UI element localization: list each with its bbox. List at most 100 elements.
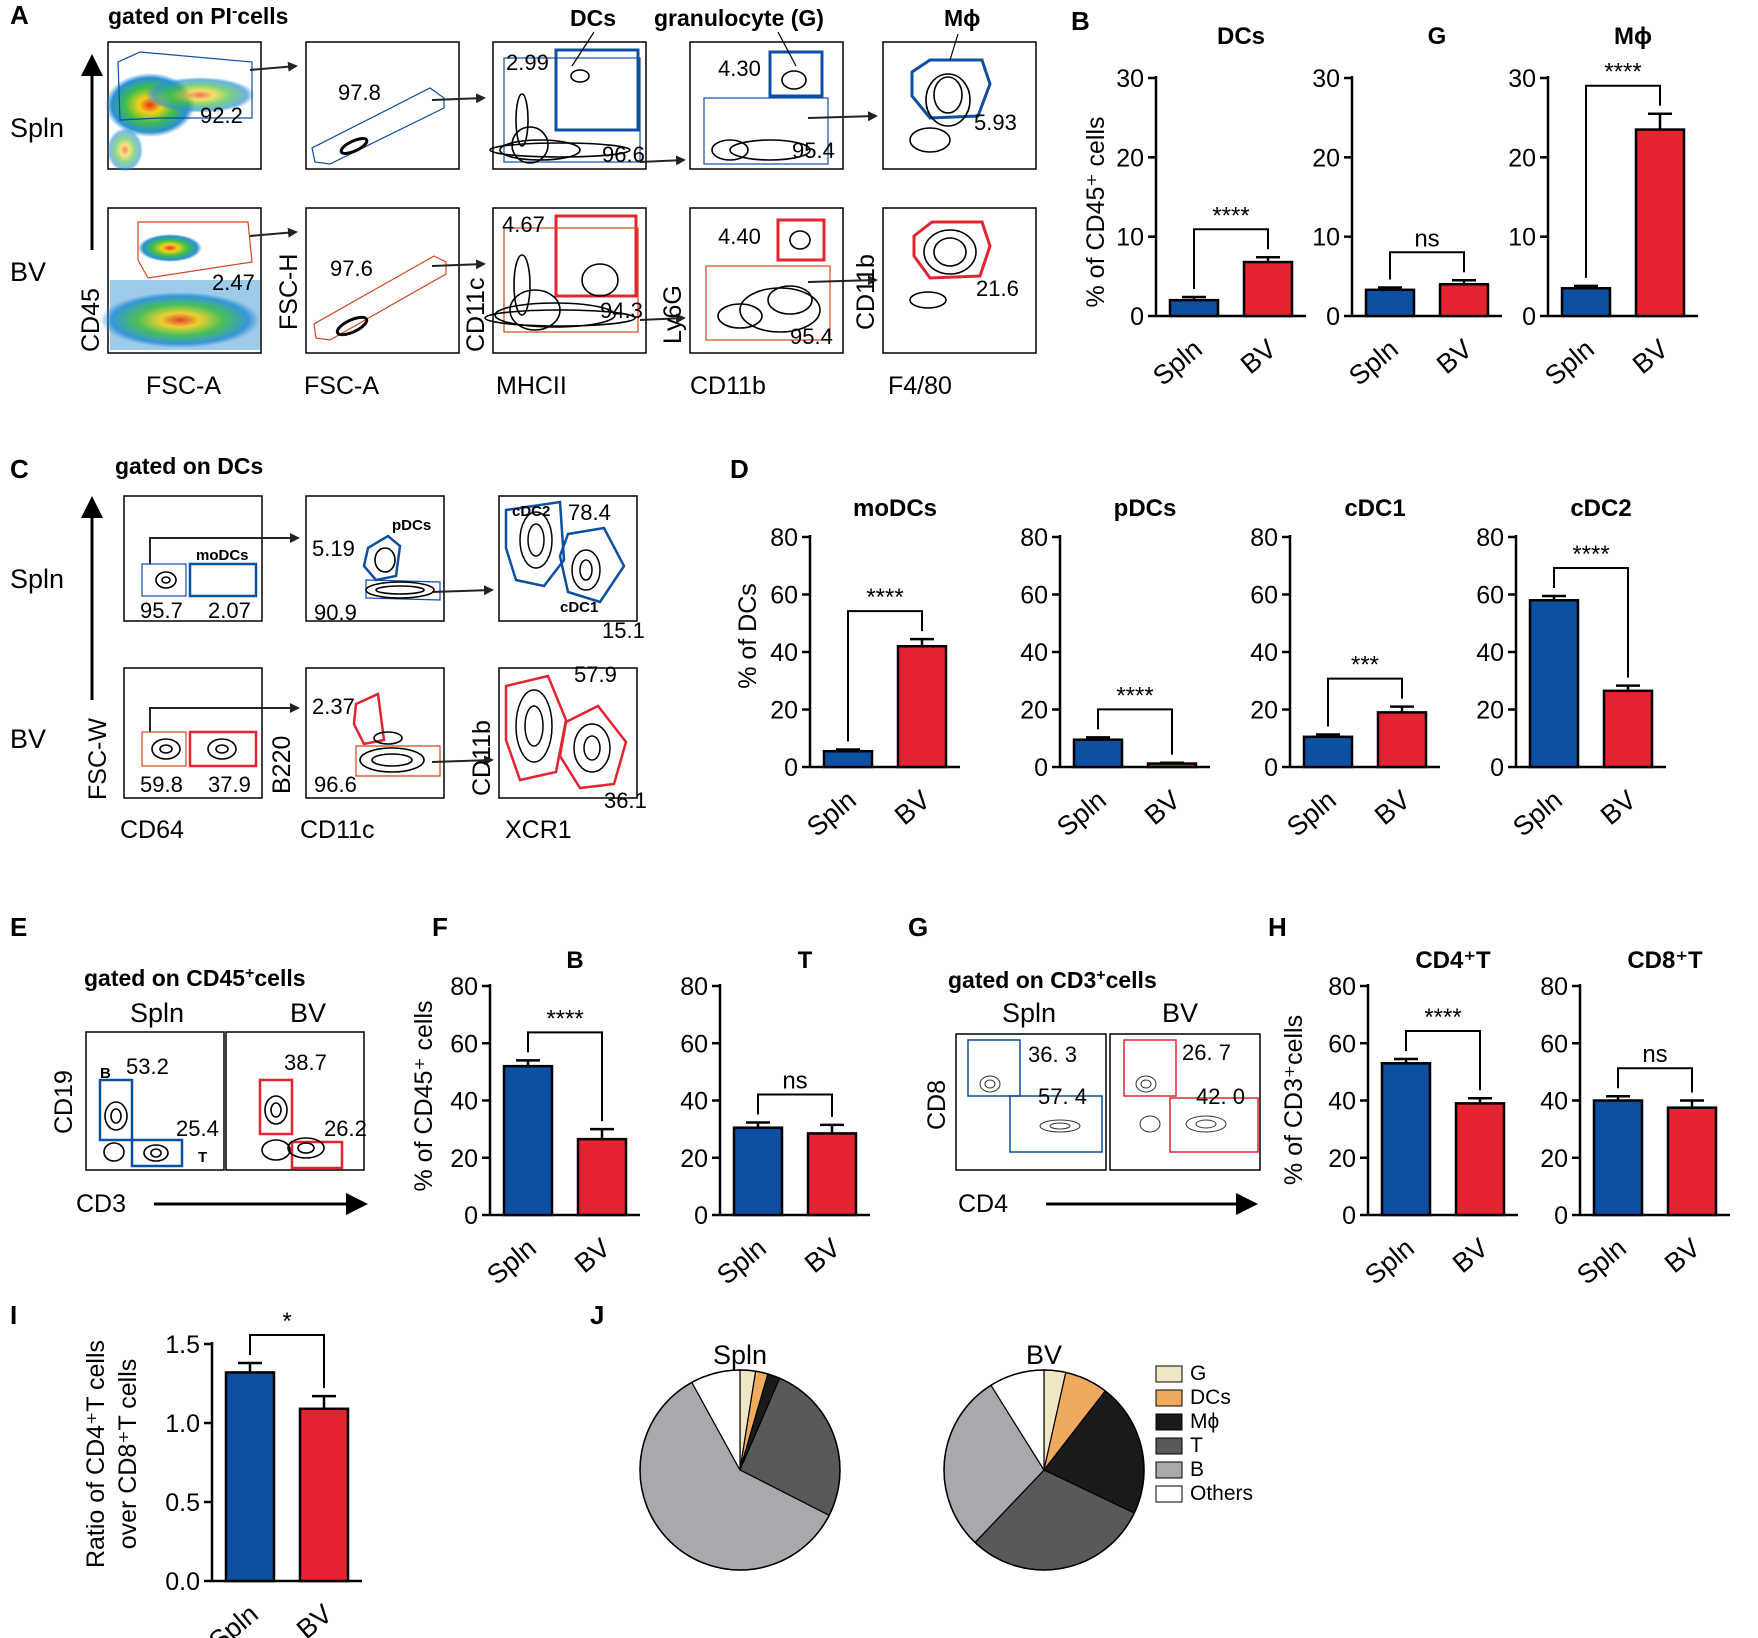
panel-label-a: A [10, 0, 29, 30]
significance-bracket [249, 1333, 325, 1389]
pct-c2-pdcs-spln: 5.19 [312, 536, 355, 561]
e-x-axis: CD3 [76, 1190, 126, 1218]
significance-bracket [757, 1093, 833, 1117]
pct-e-t-spln: 25.4 [176, 1116, 219, 1141]
pct-a5-bv: 21.6 [976, 276, 1019, 301]
c-y-axis-3: CD11b [468, 720, 496, 796]
bar-chart-i-11: 0.0 0.5 1.0 1.5 Spln BV * [165, 1308, 362, 1638]
x-tick-label-bv: BV [889, 785, 936, 831]
gating-e-title: gated on CD45+cells [84, 965, 306, 991]
significance-bracket [1097, 708, 1173, 755]
significance-bracket [1553, 566, 1629, 678]
x-tick-label-spln: Spln [1343, 334, 1404, 392]
pct-a4-g-bv: 4.40 [718, 224, 761, 249]
pct-a5-spln: 5.93 [974, 110, 1017, 135]
y-tick-label: 20 [680, 1145, 708, 1173]
y-tick-label: 0 [1342, 1202, 1356, 1230]
legend-swatch-mϕ [1155, 1413, 1183, 1431]
pct-a1-spln: 92.2 [200, 103, 243, 128]
y-tick-label: 20 [1508, 144, 1536, 172]
gate-name-modcs: moDCs [196, 547, 249, 564]
a-y-axis-3: CD11c [462, 277, 490, 352]
y-tick-label: 10 [1116, 224, 1144, 252]
panel-label-h: H [1268, 912, 1287, 942]
pie-title: Spln [713, 1340, 767, 1370]
y-tick-label: 80 [1020, 524, 1048, 552]
x-tick-label-spln: Spln [1281, 785, 1342, 843]
significance-bracket [1617, 1067, 1693, 1093]
x-tick-label-bv: BV [1627, 334, 1674, 380]
y-tick-label: 80 [770, 524, 798, 552]
gate-c3-cdc1-bv [558, 704, 628, 790]
bar-chart-b-2: 0 10 20 30 Mϕ Spln BV **** [1508, 23, 1698, 391]
pct-c2-rest-spln: 90.9 [314, 600, 357, 625]
y-tick-label: 20 [1476, 697, 1504, 725]
y-tick-label: 80 [1540, 973, 1568, 1001]
arrow-a2-a3-bv [431, 259, 486, 270]
y-tick-label: 0 [1554, 1202, 1568, 1230]
bar-spln [1528, 599, 1580, 769]
bar-spln [1072, 738, 1124, 769]
e-y-axis: CD19 [50, 1070, 78, 1134]
x-tick-label-spln: Spln [481, 1233, 542, 1291]
y-tick-label: 60 [1476, 582, 1504, 610]
bar-chart-d-5: 0 20 40 60 80 cDC1 Spln BV *** [1250, 495, 1440, 842]
arrow-a3-a4-bv [639, 313, 686, 324]
y-tick-label: 0.0 [165, 1568, 200, 1596]
pct-a4-rest-bv: 95.4 [790, 324, 833, 349]
y-tick-label: 1.5 [165, 1331, 200, 1359]
gate-c3-cdc2-spln [504, 500, 566, 588]
panel-label-e: E [10, 912, 27, 942]
y-tick-label: 30 [1508, 65, 1536, 93]
arrow-a4-a5-spln [807, 111, 878, 122]
axis-title-i-line2: over CD8⁺T cells [114, 1359, 142, 1550]
contour-c1-bv [151, 738, 237, 760]
y-tick-label: 60 [1250, 582, 1278, 610]
gate-e-b-spln [98, 1078, 134, 1142]
x-tick-label-bv: BV [1595, 785, 1642, 831]
pct-g-cd4-spln: 57. 4 [1038, 1084, 1087, 1109]
pct-c1-modcs-spln: 2.07 [208, 598, 251, 623]
plot-g-bv [1109, 1033, 1261, 1171]
y-tick-label: 40 [1020, 639, 1048, 667]
y-tick-label: 20 [1020, 697, 1048, 725]
significance-label: *** [1351, 652, 1379, 679]
plot-c3-spln [498, 495, 638, 622]
significance-bracket [527, 1031, 603, 1122]
pct-a3-rest-bv: 94.3 [600, 298, 643, 323]
a-x-axis-1: FSC-A [146, 372, 221, 400]
pct-a1-bv: 2.47 [212, 270, 255, 295]
gate-c2-pdcs-bv [352, 692, 386, 746]
bar-bv [576, 1137, 628, 1217]
bar-chart-d-6: 0 20 40 60 80 cDC2 Spln BV **** [1476, 495, 1666, 842]
contour-a5-bv [909, 229, 977, 309]
axis-title-d: % of DCs [734, 583, 762, 689]
gate-e-t-spln [130, 1138, 184, 1168]
y-tick-label: 80 [1250, 524, 1278, 552]
x-tick-label-spln: Spln [1051, 785, 1112, 843]
significance-label: **** [866, 584, 903, 611]
c-x-axis-2: CD11c [300, 816, 375, 844]
x-tick-label-bv: BV [799, 1233, 846, 1279]
legend-swatch-g [1155, 1365, 1183, 1383]
pct-a3-dcs-spln: 2.99 [506, 50, 549, 75]
y-tick-label: 60 [1020, 582, 1048, 610]
chart-title: cDC2 [1570, 495, 1631, 522]
contour-c1-spln [155, 571, 177, 589]
contour-e-bv [261, 1095, 325, 1161]
chart-title: B [566, 947, 583, 974]
gate-c1-modcs-bv [188, 730, 258, 768]
arrow-a1-a2-spln [249, 61, 298, 72]
y-tick-label: 80 [450, 973, 478, 1001]
legend-swatch-dcs [1155, 1389, 1183, 1407]
axis-title-h: % of CD3⁺cells [1280, 1015, 1308, 1185]
x-tick-label-spln: Spln [1359, 1233, 1420, 1291]
y-tick-label: 40 [450, 1088, 478, 1116]
plot-a2-bv [305, 207, 460, 354]
panel-label-i: I [10, 1300, 17, 1330]
y-tick-label: 60 [450, 1030, 478, 1058]
significance-label: * [282, 1308, 291, 1335]
arrow-a3-a4-spln [639, 155, 686, 166]
a-x-axis-5: F4/80 [888, 372, 952, 400]
